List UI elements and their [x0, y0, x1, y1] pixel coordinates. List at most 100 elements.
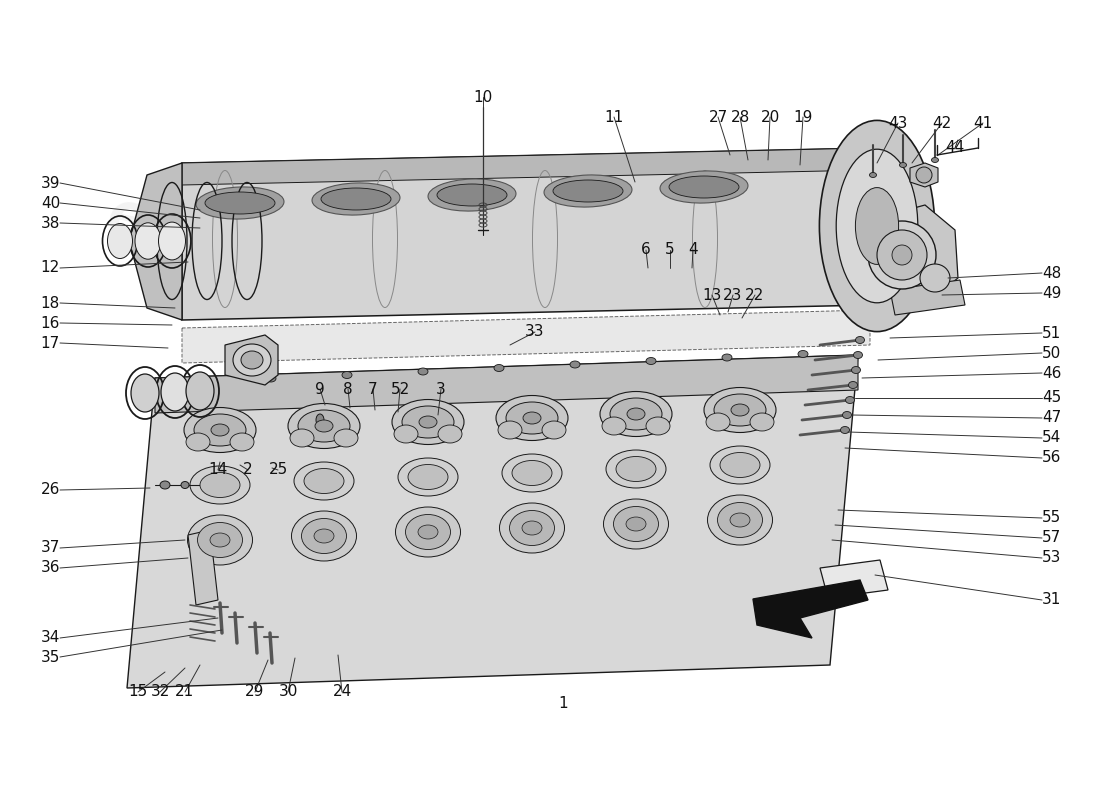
Ellipse shape — [194, 414, 246, 446]
Ellipse shape — [131, 374, 160, 412]
Ellipse shape — [294, 462, 354, 500]
Text: 44: 44 — [945, 141, 965, 155]
Ellipse shape — [184, 407, 256, 453]
Ellipse shape — [406, 514, 451, 550]
Ellipse shape — [241, 351, 263, 369]
Text: 56: 56 — [1042, 450, 1062, 466]
Text: 35: 35 — [41, 650, 60, 665]
Text: eurospares: eurospares — [102, 187, 458, 313]
Ellipse shape — [710, 446, 770, 484]
Ellipse shape — [512, 461, 552, 486]
Text: 32: 32 — [151, 685, 169, 699]
Text: 17: 17 — [41, 335, 60, 350]
Ellipse shape — [506, 402, 558, 434]
Ellipse shape — [920, 264, 950, 292]
Text: 50: 50 — [1042, 346, 1062, 361]
Ellipse shape — [186, 433, 210, 451]
Text: 48: 48 — [1042, 266, 1062, 281]
Text: 39: 39 — [41, 175, 60, 190]
Text: 29: 29 — [245, 685, 265, 699]
Polygon shape — [182, 310, 870, 363]
Ellipse shape — [856, 337, 865, 343]
Text: 53: 53 — [1042, 550, 1062, 566]
Ellipse shape — [205, 192, 275, 214]
Text: 42: 42 — [933, 115, 952, 130]
Text: 33: 33 — [526, 325, 544, 339]
Polygon shape — [226, 335, 278, 385]
Text: 7: 7 — [368, 382, 377, 397]
Polygon shape — [754, 580, 868, 638]
Polygon shape — [126, 355, 858, 688]
Ellipse shape — [522, 412, 541, 424]
Text: 16: 16 — [41, 315, 60, 330]
Polygon shape — [890, 280, 965, 315]
Ellipse shape — [916, 167, 932, 183]
Ellipse shape — [419, 416, 437, 428]
Ellipse shape — [392, 399, 464, 445]
Ellipse shape — [402, 406, 454, 438]
Ellipse shape — [606, 450, 666, 488]
Text: 26: 26 — [41, 482, 60, 498]
Ellipse shape — [732, 404, 749, 416]
Text: 1: 1 — [558, 697, 568, 711]
Ellipse shape — [720, 453, 760, 478]
Text: 18: 18 — [41, 295, 60, 310]
Ellipse shape — [604, 499, 669, 549]
Ellipse shape — [522, 521, 542, 535]
Ellipse shape — [646, 358, 656, 365]
Text: 55: 55 — [1042, 510, 1062, 526]
Text: 21: 21 — [175, 685, 195, 699]
Ellipse shape — [437, 184, 507, 206]
Ellipse shape — [626, 517, 646, 531]
Ellipse shape — [868, 221, 936, 289]
Ellipse shape — [398, 458, 458, 496]
Ellipse shape — [714, 394, 766, 426]
Ellipse shape — [210, 533, 230, 547]
Ellipse shape — [494, 365, 504, 371]
Ellipse shape — [496, 395, 568, 441]
Ellipse shape — [856, 187, 899, 264]
Ellipse shape — [704, 387, 776, 433]
Ellipse shape — [498, 421, 522, 439]
Text: 31: 31 — [1042, 593, 1062, 607]
Text: 38: 38 — [41, 215, 60, 230]
Text: 13: 13 — [702, 287, 722, 302]
Ellipse shape — [182, 482, 189, 489]
Ellipse shape — [717, 502, 762, 538]
Text: 36: 36 — [41, 561, 60, 575]
Ellipse shape — [315, 420, 333, 432]
Polygon shape — [870, 205, 958, 300]
Polygon shape — [126, 163, 182, 320]
Ellipse shape — [669, 176, 739, 198]
Ellipse shape — [288, 403, 360, 449]
Text: 43: 43 — [889, 115, 908, 130]
Polygon shape — [910, 163, 938, 187]
Ellipse shape — [627, 408, 645, 420]
Ellipse shape — [312, 183, 400, 215]
Ellipse shape — [750, 413, 774, 431]
Text: 47: 47 — [1042, 410, 1062, 426]
Ellipse shape — [196, 187, 284, 219]
Ellipse shape — [334, 429, 358, 447]
Ellipse shape — [158, 222, 186, 260]
Ellipse shape — [211, 424, 229, 436]
Polygon shape — [182, 148, 872, 185]
Ellipse shape — [290, 429, 314, 447]
Ellipse shape — [233, 344, 271, 376]
Ellipse shape — [190, 378, 200, 386]
Text: 37: 37 — [41, 541, 60, 555]
Ellipse shape — [186, 372, 214, 410]
Ellipse shape — [836, 149, 917, 302]
Ellipse shape — [820, 120, 935, 331]
Ellipse shape — [314, 529, 334, 543]
Ellipse shape — [316, 414, 324, 426]
Text: 41: 41 — [974, 115, 992, 130]
Ellipse shape — [135, 222, 161, 259]
Text: 40: 40 — [41, 195, 60, 210]
Text: 4: 4 — [689, 242, 697, 258]
Ellipse shape — [108, 223, 132, 258]
Ellipse shape — [848, 382, 858, 389]
Ellipse shape — [570, 361, 580, 368]
Ellipse shape — [428, 179, 516, 211]
Ellipse shape — [438, 425, 462, 443]
